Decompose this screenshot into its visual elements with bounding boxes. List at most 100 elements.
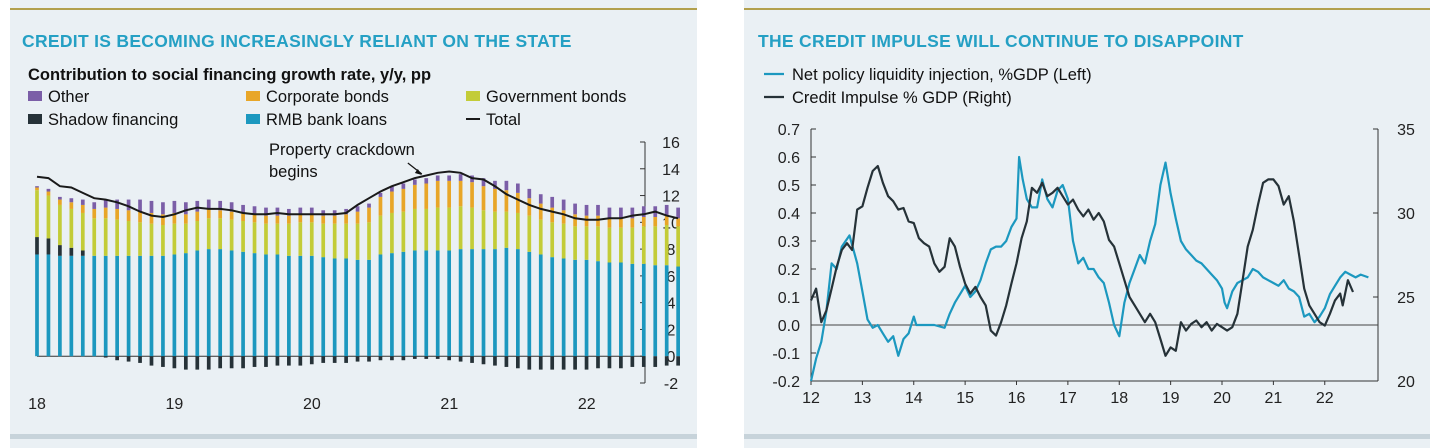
bar-segment <box>573 356 577 370</box>
bar-segment <box>183 356 188 370</box>
bar-segment <box>538 254 543 357</box>
bar-segment <box>46 195 51 239</box>
bar-segment <box>161 202 165 215</box>
bar-segment <box>126 356 131 362</box>
bar-segment <box>58 245 62 256</box>
y-tick-label-left: 0.0 <box>778 318 800 335</box>
bar-segment <box>287 215 291 224</box>
bar-segment <box>516 249 520 357</box>
bar-segment <box>619 356 623 369</box>
bar-segment <box>264 356 268 367</box>
bar-segment <box>447 356 452 361</box>
y-tick-label-right: 20 <box>1397 374 1415 391</box>
bar-segment <box>619 207 623 219</box>
bar-segment <box>390 212 394 254</box>
bar-segment <box>80 212 85 251</box>
bar-segment <box>412 250 417 357</box>
bar-segment <box>401 251 406 357</box>
bar-segment <box>183 223 188 254</box>
bar-segment <box>218 356 223 369</box>
x-tick-label: 14 <box>905 390 923 407</box>
bar-segment <box>218 210 223 219</box>
bar-segment <box>172 212 177 224</box>
bar-segment <box>516 183 520 193</box>
bar-segment <box>527 356 532 370</box>
x-tick-label: 17 <box>1059 390 1077 407</box>
bar-segment <box>229 202 234 212</box>
bar-segment <box>58 199 62 205</box>
bar-segment <box>355 223 360 260</box>
bar-segment <box>664 204 669 216</box>
bar-segment <box>46 191 51 196</box>
bar-segment <box>493 180 497 189</box>
y-tick-label: 6 <box>667 269 676 286</box>
bottom-rule <box>10 434 697 439</box>
bar-segment <box>355 259 360 357</box>
x-tick-label: 21 <box>1264 390 1282 407</box>
bar-segment <box>115 208 119 220</box>
bar-segment <box>378 254 383 357</box>
bar-segment <box>435 356 440 359</box>
left-chart-svg: Contribution to social financing growth … <box>28 66 680 413</box>
legend-label: Corporate bonds <box>266 88 389 106</box>
bar-segment <box>538 219 543 255</box>
bar-segment <box>126 220 131 256</box>
bar-segment <box>596 204 600 216</box>
bar-segment <box>206 208 211 219</box>
y-tick-label-right: 35 <box>1397 122 1415 139</box>
bar-segment <box>275 254 280 357</box>
bar-segment <box>138 356 142 363</box>
bar-segment <box>504 190 509 212</box>
bar-segment <box>355 211 360 224</box>
bar-segment <box>390 191 394 213</box>
bar-segment <box>298 356 303 366</box>
bar-segment <box>435 180 440 208</box>
bar-segment <box>344 356 348 363</box>
bar-segment <box>264 207 268 216</box>
bar-segment <box>172 254 177 357</box>
bar-segment <box>287 356 291 366</box>
bar-segment <box>447 207 452 251</box>
bar-segment <box>424 208 429 251</box>
right-chart-svg: Net policy liquidity injection, %GDP (Le… <box>764 66 1415 407</box>
bar-segment <box>561 223 566 259</box>
bar-segment <box>584 259 589 357</box>
bar-segment <box>493 356 497 366</box>
bar-segment <box>161 255 165 357</box>
bar-segment <box>309 356 314 365</box>
bar-segment <box>504 211 509 248</box>
bar-segment <box>241 251 245 357</box>
total-line <box>36 170 679 221</box>
bar-segment <box>58 255 62 357</box>
right-chart-title: THE CREDIT IMPULSE WILL CONTINUE TO DISA… <box>758 31 1244 51</box>
y-tick-label-left: 0.1 <box>778 290 800 307</box>
bar-segment <box>458 180 463 207</box>
bar-segment <box>584 204 589 216</box>
bar-segment <box>206 356 211 370</box>
x-tick-label: 12 <box>802 390 820 407</box>
bar-segment <box>69 247 74 256</box>
bar-segment <box>103 199 108 208</box>
bar-segment <box>676 266 680 357</box>
bar-segment <box>470 356 474 363</box>
bar-segment <box>516 212 520 250</box>
bar-segment <box>561 210 566 224</box>
bar-segment <box>229 219 234 251</box>
bar-segment <box>92 208 97 219</box>
annotation-text: Property crackdown <box>269 141 415 159</box>
bar-segment <box>596 261 600 357</box>
left-chart-title: CREDIT IS BECOMING INCREASINGLY RELIANT … <box>22 31 572 51</box>
bar-segment <box>80 199 85 205</box>
bar-segment <box>138 255 142 357</box>
bar-segment <box>390 253 394 357</box>
bar-segment <box>550 222 555 258</box>
bar-segment <box>664 265 669 357</box>
bar-segment <box>252 214 257 223</box>
bar-segment <box>527 215 532 252</box>
bar-segment <box>573 214 577 227</box>
y-tick-label: 14 <box>662 162 680 179</box>
bar-segment <box>607 227 612 263</box>
bar-segment <box>195 356 200 370</box>
bar-segment <box>527 188 532 199</box>
bar-segment <box>470 182 474 208</box>
